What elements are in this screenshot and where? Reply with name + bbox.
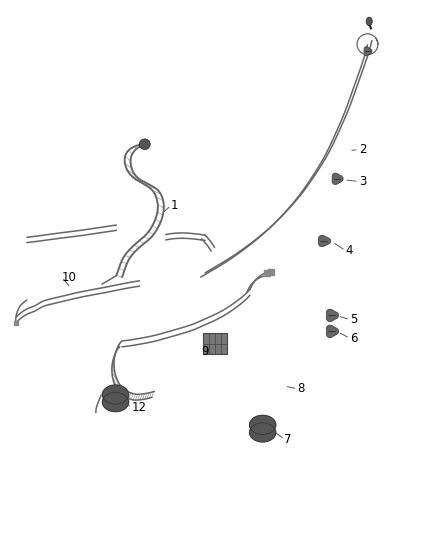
Polygon shape	[102, 392, 129, 411]
Bar	[203, 334, 226, 354]
Polygon shape	[250, 415, 276, 434]
Polygon shape	[250, 423, 276, 442]
Text: 2: 2	[359, 143, 366, 156]
Text: 12: 12	[132, 401, 147, 414]
Text: 8: 8	[297, 382, 305, 395]
Polygon shape	[364, 47, 372, 56]
Text: 9: 9	[201, 345, 209, 358]
Text: 6: 6	[350, 332, 357, 345]
Text: 3: 3	[359, 175, 366, 188]
Text: 10: 10	[62, 271, 77, 284]
Polygon shape	[318, 236, 331, 247]
Polygon shape	[332, 173, 343, 184]
Text: 4: 4	[346, 244, 353, 257]
Polygon shape	[326, 309, 339, 321]
Ellipse shape	[139, 139, 150, 150]
Text: 5: 5	[350, 313, 357, 326]
Polygon shape	[326, 325, 339, 337]
Polygon shape	[102, 385, 129, 404]
Ellipse shape	[366, 17, 372, 26]
Text: 7: 7	[285, 433, 292, 446]
Text: 1: 1	[171, 199, 178, 212]
